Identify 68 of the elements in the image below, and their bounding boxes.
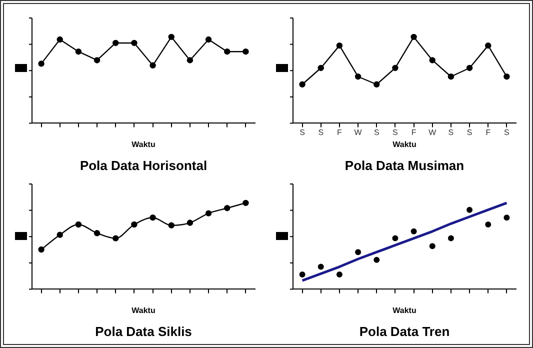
point (318, 264, 324, 270)
point (504, 214, 510, 221)
point (186, 57, 194, 64)
point (131, 40, 138, 46)
x-tick-label: S (504, 128, 510, 138)
point (448, 235, 454, 242)
point (150, 62, 156, 69)
point (224, 205, 230, 212)
point (354, 74, 362, 80)
x-axis-title: Waktu (392, 140, 416, 149)
point (168, 34, 174, 40)
point (38, 60, 44, 67)
point (392, 235, 398, 242)
point (410, 34, 417, 40)
point (448, 74, 454, 80)
point (75, 221, 82, 228)
text: Pola Data Siklis (95, 324, 192, 339)
point (38, 246, 44, 253)
point (75, 48, 82, 55)
point (94, 230, 100, 236)
point (224, 48, 230, 55)
x-axis-title: Waktu (132, 306, 156, 315)
point (242, 48, 249, 55)
x-axis-title: Waktu (132, 140, 156, 149)
point (466, 64, 473, 72)
point (410, 228, 417, 234)
point (242, 200, 249, 206)
x-tick-label: F (486, 128, 491, 138)
point (318, 64, 324, 72)
x-tick-label: S (374, 128, 380, 138)
point (485, 222, 492, 228)
point (112, 235, 119, 242)
point (466, 206, 473, 213)
x-axis-title: Waktu (392, 306, 416, 315)
x-tick-label: S (300, 128, 305, 138)
point (355, 249, 362, 256)
point (168, 222, 174, 228)
point (112, 40, 119, 46)
point (374, 81, 380, 88)
point (56, 232, 63, 238)
text: Pola Data Tren (359, 324, 450, 339)
point (374, 256, 380, 263)
point (150, 214, 156, 221)
point (336, 272, 342, 278)
point (485, 42, 492, 49)
point (299, 272, 306, 278)
x-tick-label: S (318, 128, 324, 138)
point (429, 243, 436, 250)
point (429, 57, 436, 64)
point (504, 74, 510, 80)
point (205, 210, 212, 216)
x-tick-label: S (466, 128, 472, 138)
point (56, 36, 63, 43)
point (336, 42, 343, 49)
point (392, 64, 398, 72)
point (299, 81, 306, 88)
x-tick-label: W (428, 128, 437, 138)
x-tick-label: F (337, 128, 342, 138)
x-tick-label: W (354, 128, 362, 138)
x-tick-label: S (392, 128, 398, 138)
point (186, 220, 194, 226)
point (131, 221, 138, 228)
text: Pola Data Horisontal (80, 158, 208, 173)
point (205, 36, 212, 43)
point (94, 57, 100, 64)
text: Pola Data Musiman (344, 158, 464, 173)
x-tick-label: S (448, 128, 454, 138)
x-tick-label: F (411, 128, 416, 138)
